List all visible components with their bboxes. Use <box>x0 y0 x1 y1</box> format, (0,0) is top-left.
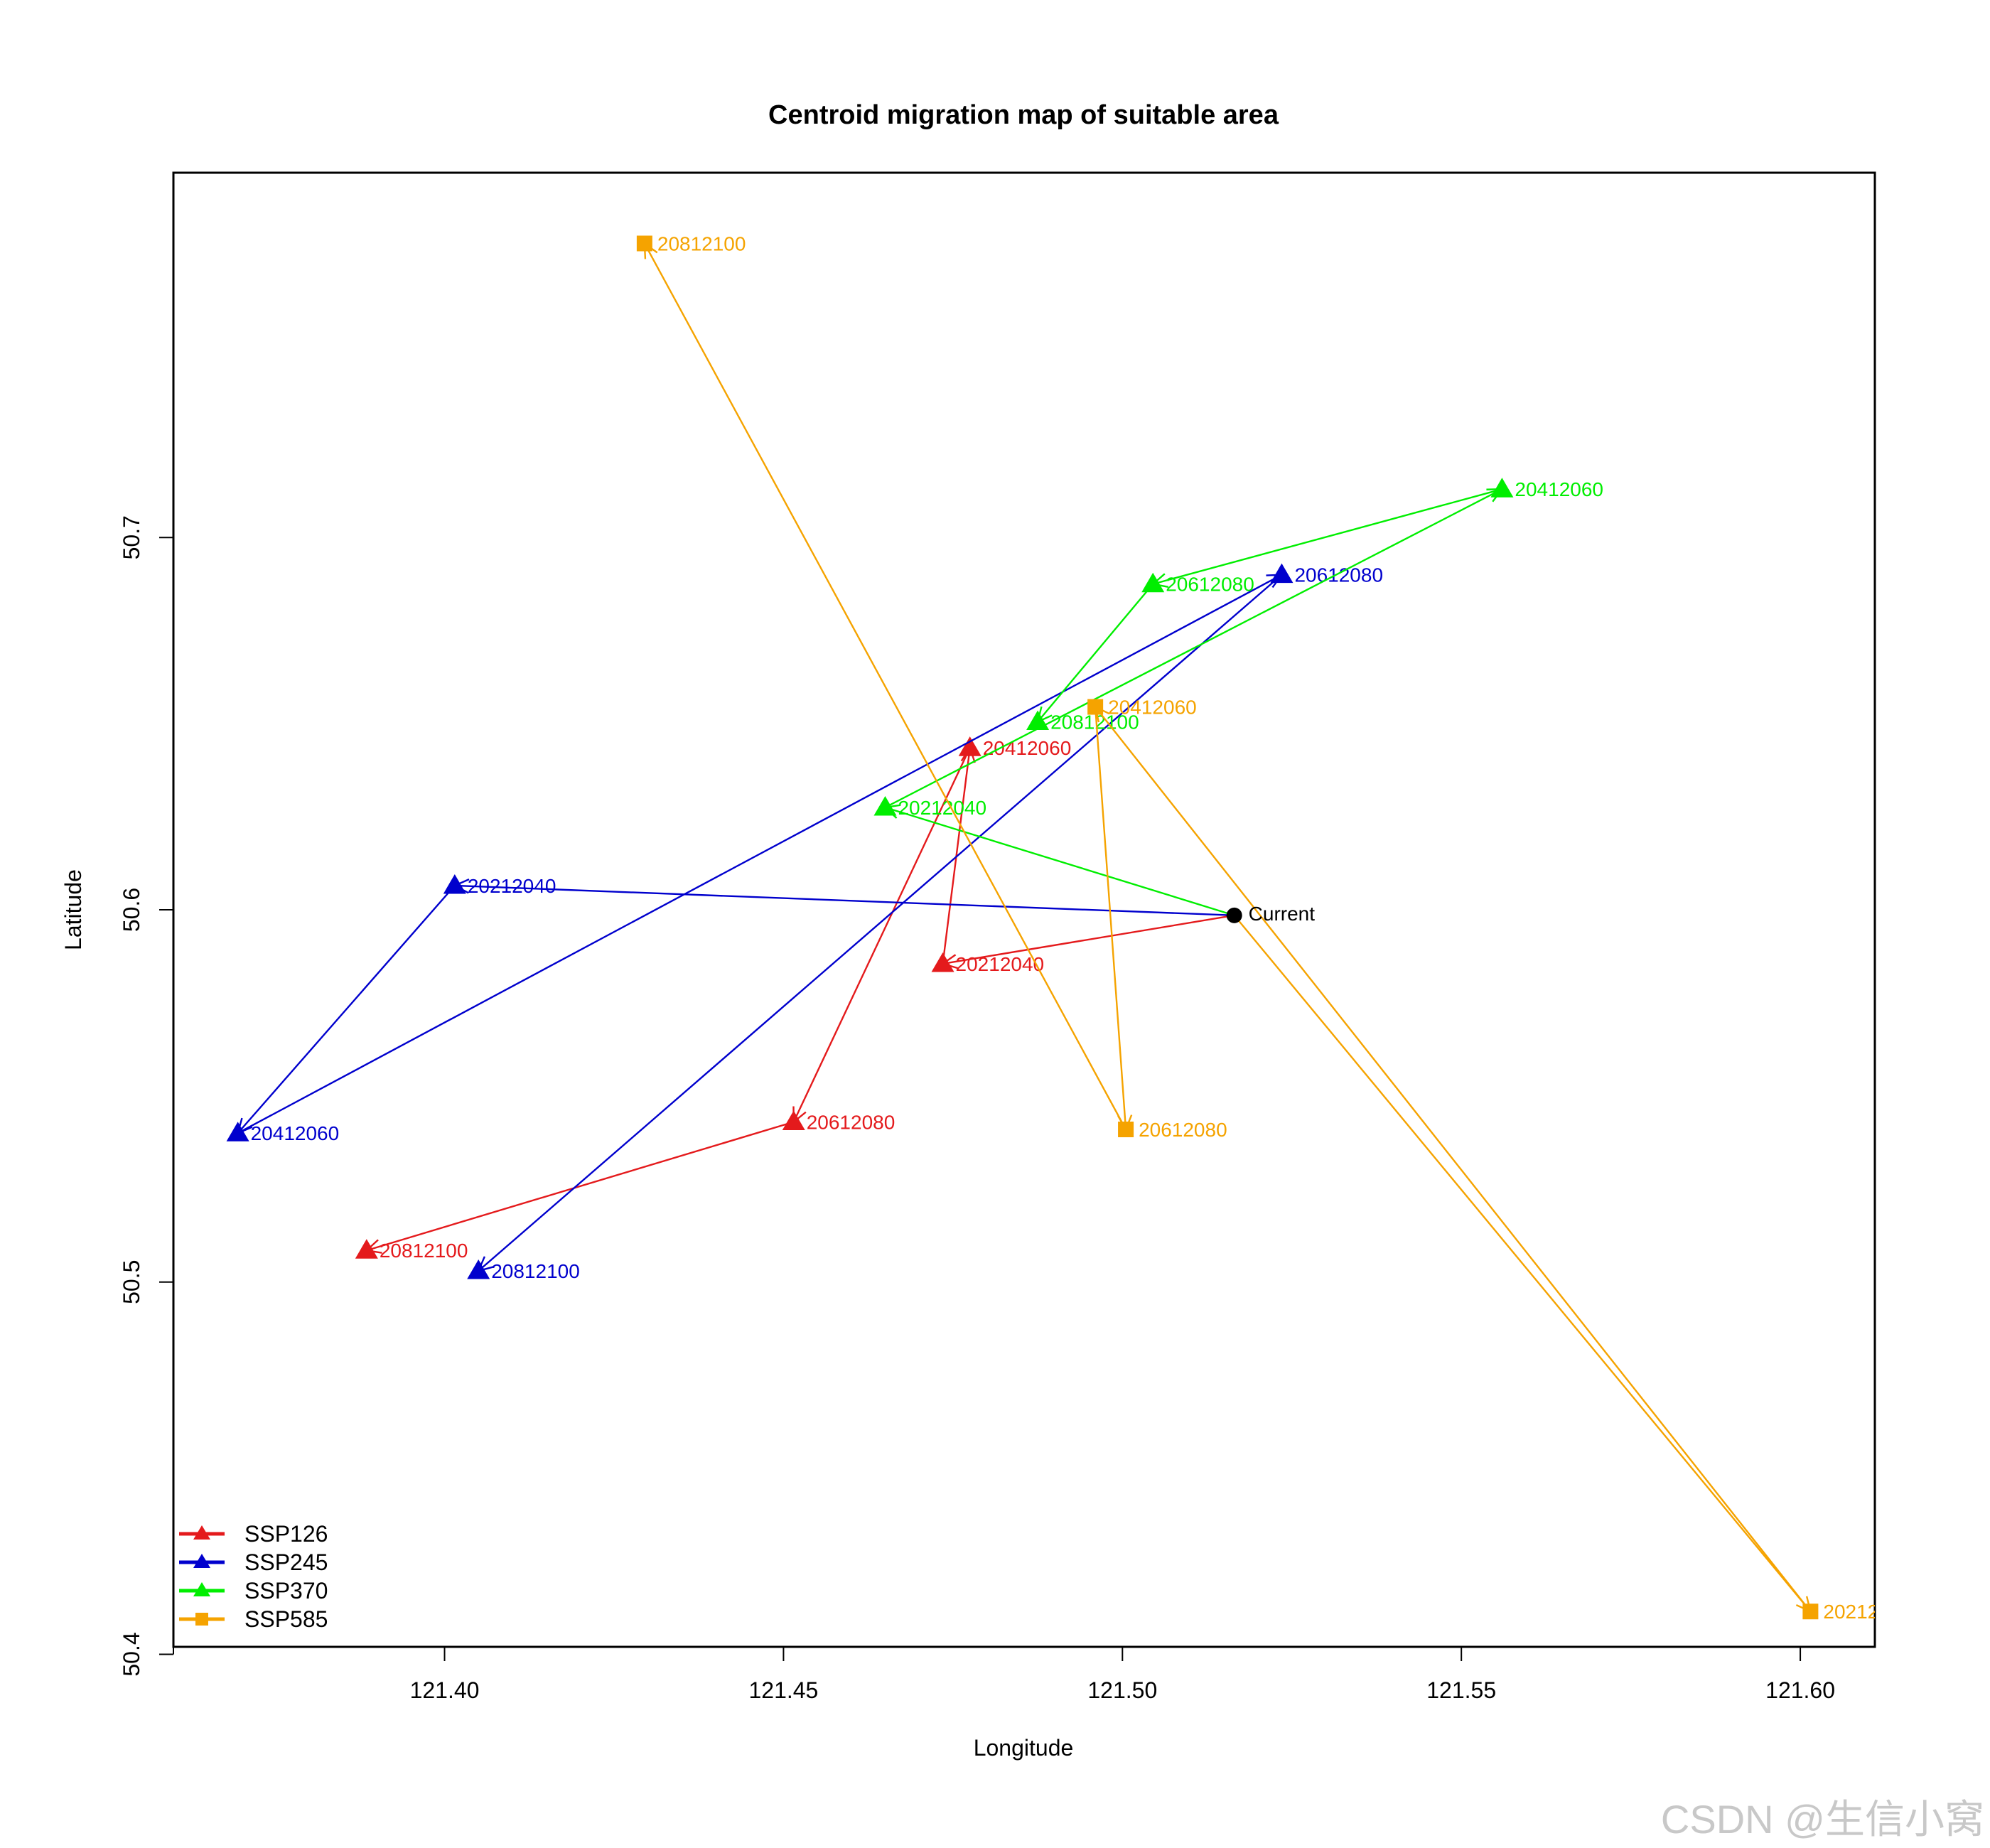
current-label: Current <box>1249 903 1316 925</box>
migration-segment <box>366 1121 795 1252</box>
point-label: 20812100 <box>380 1240 468 1262</box>
migration-segment <box>478 574 1283 1272</box>
point-label: 20212040 <box>956 953 1045 975</box>
y-axis: 50.4 50.5 50.6 50.7 <box>119 515 174 1677</box>
migration-segment <box>1233 915 1812 1613</box>
migration-segment <box>1152 488 1502 585</box>
y-tick-label: 50.5 <box>119 1260 144 1304</box>
point-marker <box>467 1259 490 1279</box>
legend-marker <box>193 1525 210 1540</box>
current-marker <box>1226 907 1242 923</box>
x-axis: 121.40 121.45 121.50 121.55 121.60 <box>410 1646 1835 1703</box>
point-label: 20212040 <box>468 875 556 897</box>
point-marker <box>1802 1603 1819 1620</box>
legend-item: SSP585 <box>179 1606 328 1632</box>
point-marker <box>226 1122 249 1141</box>
x-tick-label: 121.60 <box>1765 1677 1835 1703</box>
migration-segment <box>1037 583 1154 723</box>
migration-segment <box>942 914 1235 965</box>
point-marker <box>958 736 981 756</box>
point-marker <box>1270 563 1294 584</box>
point-marker <box>873 795 897 816</box>
point-marker <box>636 235 652 252</box>
series-ssp245: 20212040 20412060 20612080 20812100 <box>226 563 1383 1282</box>
current-point: Current <box>1226 903 1316 925</box>
point-label: 20212040 <box>898 797 986 819</box>
migration-segment <box>885 806 1235 917</box>
migration-segment <box>792 747 971 1123</box>
legend-item: SSP370 <box>179 1578 328 1603</box>
migration-segment <box>237 574 1283 1134</box>
point-marker <box>1490 478 1514 498</box>
point-marker <box>1141 572 1165 593</box>
y-tick-label: 50.4 <box>119 1632 144 1676</box>
legend-marker <box>193 1554 210 1568</box>
x-tick-label: 121.40 <box>410 1677 480 1703</box>
x-axis-label: Longitude <box>974 1735 1074 1761</box>
point-label: 20612080 <box>1166 574 1254 596</box>
point-label: 20412060 <box>251 1122 340 1144</box>
migration-segment <box>454 884 1235 917</box>
point-label: 20412060 <box>983 737 1072 759</box>
point-label: 20612080 <box>1294 564 1383 586</box>
point-label: 20612080 <box>807 1112 896 1134</box>
legend-marker <box>193 1582 210 1596</box>
migration-segment <box>1094 707 1127 1130</box>
point-marker <box>1087 699 1104 715</box>
watermark: CSDN @生信小窝 <box>1660 1797 1984 1842</box>
point-marker <box>355 1239 378 1259</box>
point-marker <box>1118 1122 1134 1138</box>
point-label: 20612080 <box>1139 1119 1227 1141</box>
x-tick-label: 121.45 <box>748 1677 818 1703</box>
point-label: 20812100 <box>657 233 746 255</box>
migration-segment <box>237 885 456 1134</box>
point-label: 20412060 <box>1108 697 1197 719</box>
point-marker <box>782 1110 805 1131</box>
plot-frame <box>172 171 1876 1648</box>
series-ssp370: 20212040 20412060 20612080 20812100 <box>873 478 1603 917</box>
point-label: 20812100 <box>491 1260 580 1282</box>
point-marker <box>1026 710 1050 731</box>
legend-label: SSP126 <box>244 1521 328 1547</box>
x-tick-label: 121.50 <box>1087 1677 1157 1703</box>
point-label: 20212040 <box>1823 1601 1912 1623</box>
point-marker <box>931 952 954 972</box>
series-ssp585: 20212040 20412060 20612080 20812100 <box>636 233 1912 1623</box>
y-tick-label: 50.6 <box>119 888 144 932</box>
legend-item: SSP126 <box>179 1521 328 1547</box>
legend-label: SSP585 <box>244 1606 328 1632</box>
migration-segment <box>643 242 1127 1130</box>
chart-title: Centroid migration map of suitable area <box>768 100 1279 130</box>
point-label: 20812100 <box>1050 711 1139 734</box>
point-label: 20412060 <box>1515 478 1603 500</box>
point-marker <box>443 874 466 894</box>
legend-label: SSP245 <box>244 1549 328 1575</box>
legend-label: SSP370 <box>244 1578 328 1603</box>
legend-item: SSP245 <box>179 1549 328 1575</box>
migration-segment <box>884 488 1502 809</box>
x-tick-label: 121.55 <box>1426 1677 1496 1703</box>
series-layer: 2021204020412060206120802081210020212040… <box>226 233 1912 1623</box>
migration-segment <box>1094 706 1812 1612</box>
y-tick-label: 50.7 <box>119 515 144 559</box>
y-axis-label: Latitude <box>60 869 86 950</box>
legend-marker <box>195 1613 208 1626</box>
